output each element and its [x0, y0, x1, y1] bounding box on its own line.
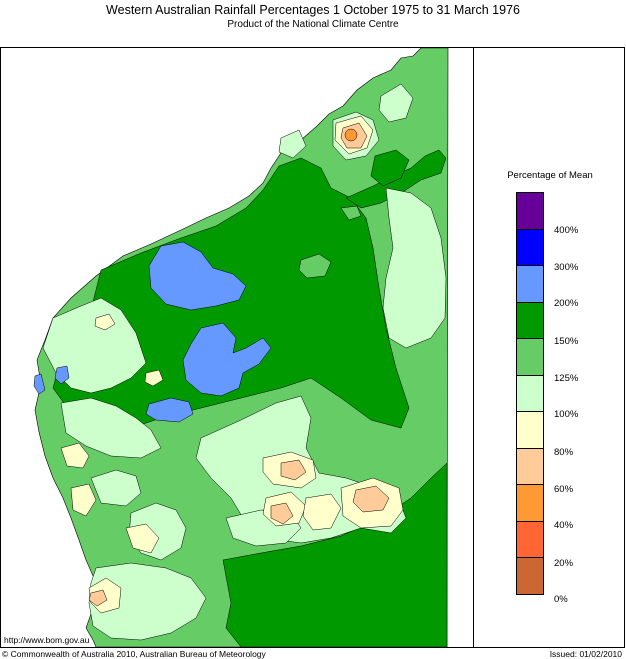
legend-swatch [516, 374, 544, 412]
legend-divider [473, 47, 474, 648]
issued-date: Issued: 01/02/2010 [549, 649, 622, 659]
legend-swatch [516, 447, 544, 485]
zone-125-150 [340, 205, 362, 221]
legend-swatch [516, 301, 544, 339]
legend-label: 0% [554, 594, 568, 605]
legend-label: 150% [554, 336, 579, 347]
zone-150-200 [370, 149, 410, 187]
zone-above-200 [148, 241, 247, 311]
legend-label: 100% [554, 409, 579, 420]
legend-swatch [516, 484, 544, 522]
legend-swatch [516, 411, 544, 449]
zone-100-125 [378, 83, 414, 123]
legend-label: 300% [554, 262, 579, 273]
zone-125-150 [298, 253, 332, 279]
zone-80-100 [94, 313, 116, 331]
legend-label: 400% [554, 225, 579, 236]
legend-label: 60% [554, 484, 574, 495]
legend-swatch [516, 520, 544, 558]
rainfall-map [33, 48, 449, 647]
zone-above-200 [54, 365, 70, 385]
zone-80-100 [302, 493, 342, 531]
zone-above-200 [145, 397, 194, 423]
legend-swatch [516, 557, 544, 595]
zone-100-125 [60, 397, 162, 459]
zone-80-100 [125, 523, 160, 554]
zone-60-80 [88, 589, 108, 607]
zone-80-100 [60, 442, 90, 469]
zone-80-100 [70, 483, 97, 517]
zone-80-100 [144, 369, 164, 387]
legend-label: 125% [554, 373, 579, 384]
legend-swatch [516, 338, 544, 376]
legend-label: 20% [554, 558, 574, 569]
copyright-notice: © Commonwealth of Australia 2010, Austra… [2, 649, 266, 659]
zone-100-125 [90, 469, 142, 507]
zone-60-80 [280, 459, 307, 481]
zone-100-125 [382, 187, 447, 349]
legend-label: 40% [554, 520, 574, 531]
legend-swatch [516, 228, 544, 266]
zone-40-60 [344, 128, 358, 142]
legend-color-bar [516, 192, 544, 595]
map-title: Western Australian Rainfall Percentages … [106, 3, 520, 17]
zone-60-80 [270, 502, 294, 525]
zone-150-200 [222, 462, 448, 647]
legend-label: 200% [554, 298, 579, 309]
legend-swatch [516, 192, 544, 230]
map-frame [0, 47, 625, 648]
bom-website-link[interactable]: http://www.bom.gov.au [4, 635, 90, 645]
zone-above-200 [33, 373, 46, 395]
zone-100-125 [88, 562, 207, 641]
zone-60-80 [352, 485, 390, 513]
zone-above-200 [182, 322, 272, 397]
legend-swatch [516, 265, 544, 303]
zone-100-125 [278, 129, 307, 159]
legend-title: Percentage of Mean [507, 170, 593, 181]
legend-label: 80% [554, 447, 574, 458]
map-subtitle: Product of the National Climate Centre [227, 19, 399, 30]
